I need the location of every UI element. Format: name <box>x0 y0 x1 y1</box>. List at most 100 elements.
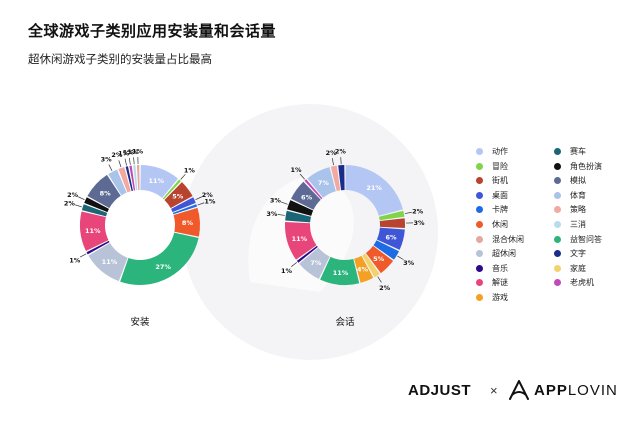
slice-label: 27% <box>155 263 171 271</box>
legend-label: 老虎机 <box>570 278 594 288</box>
legend-item: 音乐 <box>476 263 508 275</box>
legend-item: 老虎机 <box>554 277 594 289</box>
slice-label: 2% <box>335 148 347 156</box>
donut-slice <box>125 166 133 192</box>
slice-leader-line <box>195 196 203 200</box>
legend-item: 模拟 <box>554 175 586 187</box>
slice-label: 2% <box>64 200 76 208</box>
adjust-logo: ADJUST <box>408 382 472 399</box>
legend-item: 策略 <box>554 204 586 216</box>
legend-swatch <box>554 162 561 170</box>
donut-slice <box>373 240 399 260</box>
donut-slice <box>164 182 193 209</box>
slice-leader-line <box>77 196 85 200</box>
donut-slice <box>84 197 109 213</box>
donut-slice <box>133 165 138 191</box>
legend-label: 超休闲 <box>492 249 516 259</box>
slice-leader-line <box>291 262 298 267</box>
legend-label: 街机 <box>492 176 508 186</box>
slice-label: 6% <box>385 233 397 241</box>
slice-leader-line <box>404 211 412 214</box>
slice-label: 1% <box>184 166 196 174</box>
slice-leader-line <box>397 255 404 260</box>
slice-leader-line <box>277 214 285 216</box>
legend-label: 卡牌 <box>492 205 508 215</box>
slice-label: 3% <box>101 156 113 164</box>
donut-slice <box>285 221 317 260</box>
donut-slice <box>120 232 199 286</box>
donut-slice <box>80 211 109 251</box>
legend-swatch <box>476 206 483 214</box>
legend-swatch <box>554 250 561 258</box>
chart-subtitle: 超休闲游戏子类别的安装量占比最高 <box>28 52 212 66</box>
brand-separator: × <box>490 383 498 398</box>
legend-item: 赛车 <box>554 146 586 158</box>
donut-slice <box>172 204 198 215</box>
slice-label: 1% <box>204 197 216 205</box>
donut-slice <box>354 255 374 283</box>
legend-swatch <box>476 279 483 287</box>
legend-swatch <box>554 148 561 155</box>
slice-leader-line <box>197 202 205 206</box>
applovin-wordmark-regular: LOVIN <box>567 382 618 399</box>
donut-slice <box>287 200 314 216</box>
donut-slice <box>379 218 405 229</box>
legend-item: 卡牌 <box>476 204 508 216</box>
legend-swatch <box>476 250 483 258</box>
legend-swatch <box>554 191 561 199</box>
slice-leader-line <box>124 158 127 166</box>
legend-label: 动作 <box>492 147 508 156</box>
donut-slice <box>307 167 336 198</box>
footer-brands: ADJUST × APPLOVIN <box>400 378 620 402</box>
slice-label: 11% <box>85 227 101 235</box>
legend-item: 三消 <box>554 219 586 231</box>
slice-label: 3% <box>413 219 425 227</box>
slice-label: 2% <box>202 191 214 199</box>
donut-slice <box>338 165 345 191</box>
slice-label: 2% <box>111 151 123 159</box>
donut-slice <box>173 207 200 237</box>
slice-leader-line <box>118 160 122 168</box>
donut-slice <box>81 204 108 217</box>
legend-label: 解谜 <box>492 278 508 288</box>
legend-label: 音乐 <box>492 263 508 273</box>
legend-item: 休闲 <box>476 219 508 231</box>
legend-swatch <box>554 235 561 243</box>
slice-leader-line <box>133 157 135 165</box>
donut-slice <box>345 165 403 216</box>
applovin-wordmark-bold: APP <box>534 382 568 399</box>
donut-slice <box>362 253 380 278</box>
legend-swatch <box>554 279 561 287</box>
slice-label: 11% <box>333 269 349 277</box>
legend-label: 混合休闲 <box>492 234 524 244</box>
donut-slice <box>88 242 128 282</box>
legend-swatch <box>554 206 561 214</box>
applovin-logo-icon <box>509 380 529 400</box>
donut-slice <box>299 247 330 279</box>
legend-swatch <box>554 264 561 272</box>
legend-label: 桌面 <box>492 190 508 200</box>
donut-slice <box>87 174 121 209</box>
legend-item: 超休闲 <box>476 248 516 260</box>
slice-label: 1% <box>69 256 81 264</box>
legend-item: 益智问答 <box>554 234 602 246</box>
legend-item: 角色扮演 <box>554 161 602 173</box>
donut-slice <box>136 165 140 191</box>
slice-label: 11% <box>292 235 308 243</box>
slice-label: 7% <box>310 259 322 267</box>
donut-slice <box>304 179 323 200</box>
slice-label: 1% <box>291 166 303 174</box>
slice-label: 8% <box>100 189 112 197</box>
donut-slice <box>291 181 321 210</box>
legend-label: 三消 <box>570 220 586 229</box>
donut-slice <box>285 210 311 223</box>
legend-swatch <box>476 191 483 199</box>
donut-slice <box>118 167 131 193</box>
slice-label: 6% <box>301 194 313 202</box>
legend-item: 游戏 <box>476 292 508 304</box>
slice-label: 5% <box>172 193 184 201</box>
legend-item: 桌面 <box>476 190 508 202</box>
legend-item: 混合休闲 <box>476 234 524 246</box>
